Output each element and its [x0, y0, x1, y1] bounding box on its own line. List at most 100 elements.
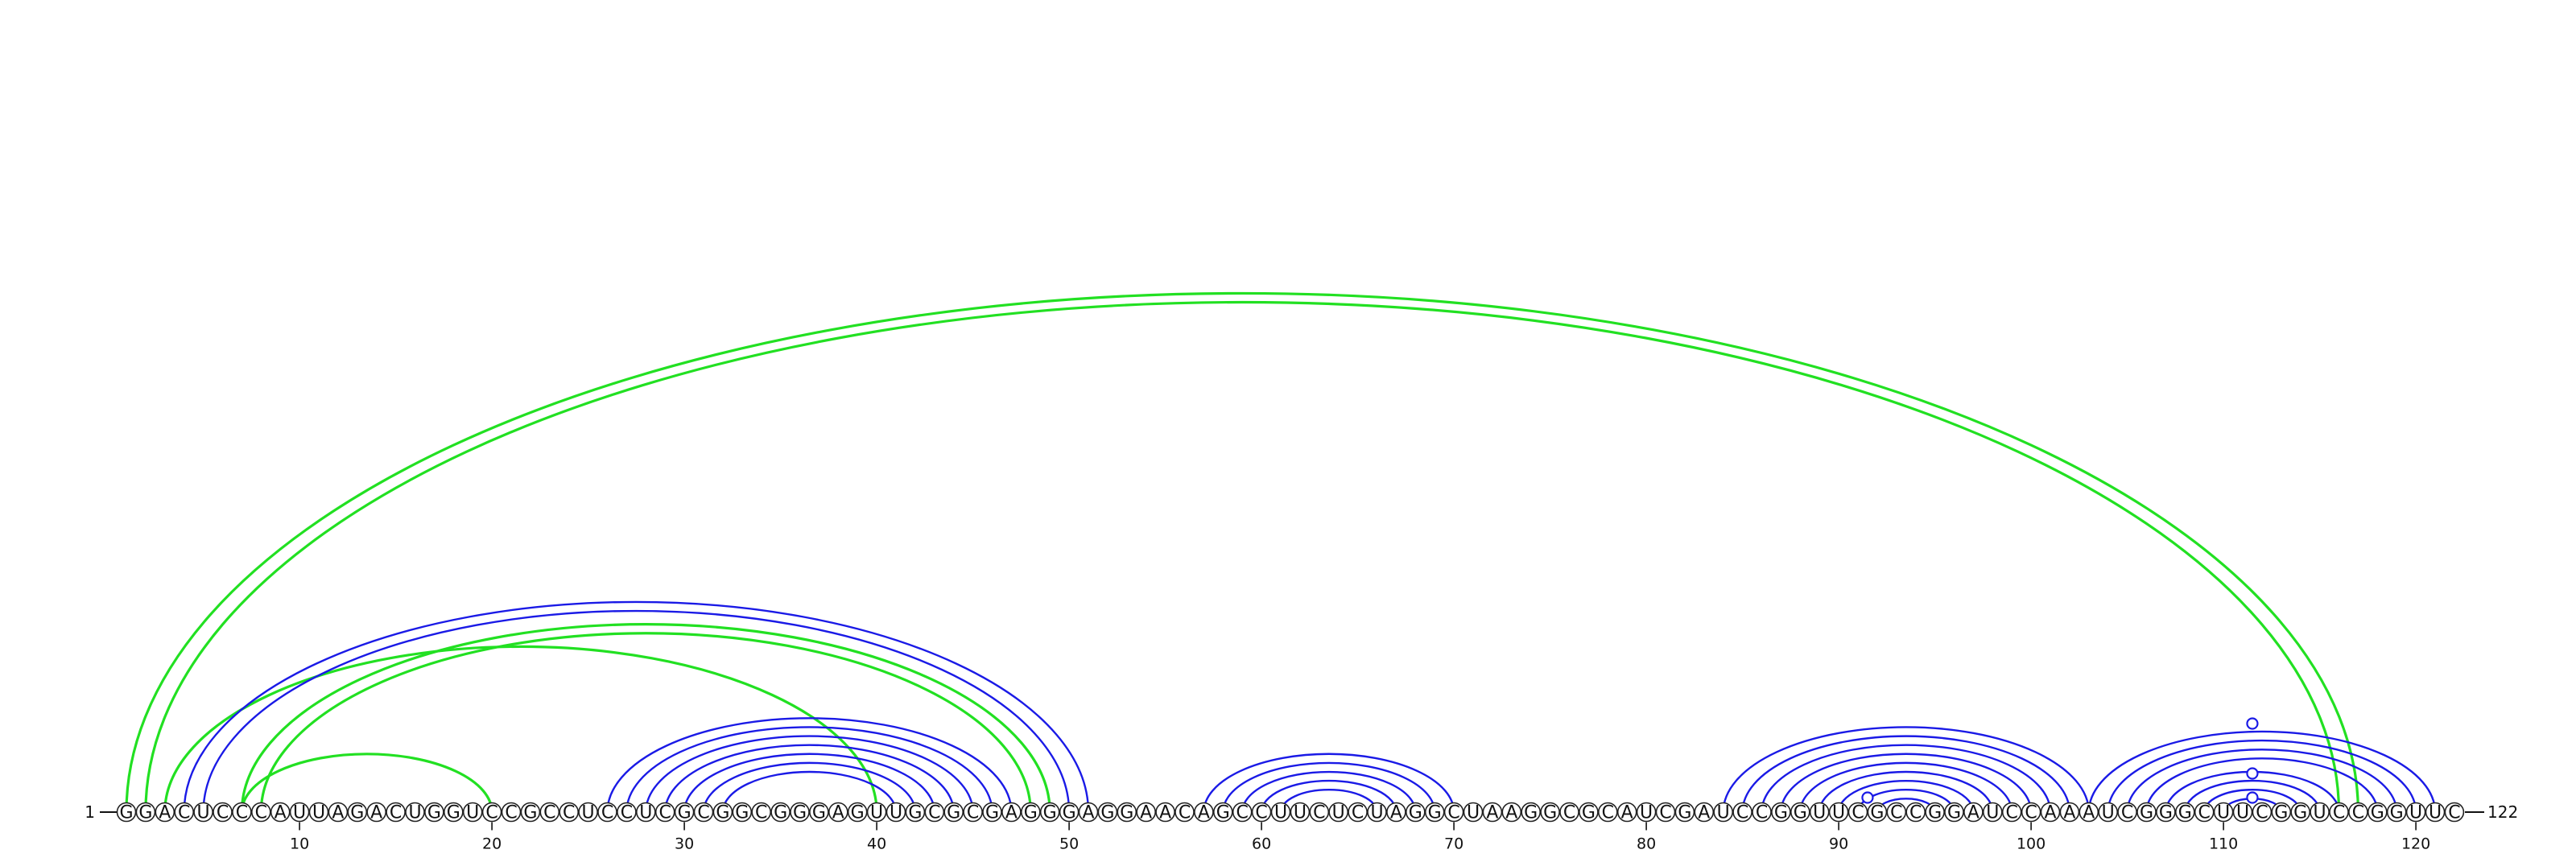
nucleotide-circle: [2310, 802, 2330, 823]
nucleotide-circle: [654, 802, 675, 823]
nucleotide-letter: G: [2140, 803, 2153, 823]
nucleotide-letter: G: [793, 803, 807, 823]
nucleotide-letter: C: [178, 803, 190, 823]
nucleotide: C: [1752, 802, 1772, 823]
nucleotide-circle: [905, 802, 926, 823]
nucleotide: C: [2117, 802, 2137, 823]
nucleotide-circle: [213, 802, 233, 823]
nucleotide-circle: [1117, 802, 1137, 823]
nucleotide-letter: A: [275, 803, 287, 823]
tick-label: 110: [2209, 835, 2238, 853]
nucleotide: A: [155, 802, 175, 823]
nucleotide-letter: U: [1832, 803, 1845, 823]
nucleotide-letter: G: [908, 803, 922, 823]
nucleotide: C: [1655, 802, 1676, 823]
nucleotide-circle: [1944, 802, 1964, 823]
nucleotide-circle: [2194, 802, 2215, 823]
nucleotide-circle: [424, 802, 444, 823]
nucleotide: G: [1790, 802, 1810, 823]
nucleotide: C: [597, 802, 617, 823]
nucleotide-letter: A: [1082, 803, 1094, 823]
nucleotide-letter: C: [2198, 803, 2211, 823]
end-index-label: 122: [2487, 802, 2518, 822]
nucleotide: U: [886, 802, 906, 823]
nucleotide: U: [2098, 802, 2118, 823]
nucleotide-letter: C: [621, 803, 633, 823]
nucleotide: U: [308, 802, 329, 823]
arc-blue-84-103: [1722, 726, 2090, 813]
nucleotide-circle: [1559, 802, 1579, 823]
nucleotide-circle: [1847, 802, 1868, 823]
nucleotide-letter: G: [1543, 803, 1557, 823]
nucleotide-letter: C: [1313, 803, 1325, 823]
nucleotide-letter: U: [408, 803, 421, 823]
nucleotide-letter: G: [1409, 803, 1422, 823]
nucleotide-letter: G: [1774, 803, 1788, 823]
nucleotide-letter: A: [2083, 803, 2095, 823]
nucleotide-circle: [232, 802, 252, 823]
nucleotide-letter: C: [1255, 803, 1267, 823]
nucleotide-circle: [1463, 802, 1484, 823]
nucleotide-circle: [193, 802, 213, 823]
nucleotide: G: [1021, 802, 1041, 823]
nucleotide-letter: C: [1756, 803, 1768, 823]
nucleotide-circle: [943, 802, 964, 823]
nucleotide-letter: C: [1179, 803, 1191, 823]
nucleotide-letter: G: [523, 803, 537, 823]
nucleotide: C: [2444, 802, 2465, 823]
nucleotide: A: [2040, 802, 2061, 823]
nucleotide: C: [1309, 802, 1330, 823]
nucleotide: G: [1039, 802, 1060, 823]
nucleotide-letter: G: [1947, 803, 1961, 823]
nucleotide-circle: [635, 802, 656, 823]
nucleotide-circle: [2252, 802, 2273, 823]
nucleotide: G: [2175, 802, 2195, 823]
nucleotide-letter: G: [119, 803, 133, 823]
nucleotide-letter: C: [928, 803, 940, 823]
nucleotide: U: [1828, 802, 1849, 823]
nucleotide: U: [2425, 802, 2446, 823]
nucleotide-letter: C: [390, 803, 402, 823]
nucleotide-circle: [2271, 802, 2292, 823]
nucleotide: A: [1001, 802, 1022, 823]
nucleotide: G: [116, 802, 137, 823]
nucleotide-letter: A: [370, 803, 382, 823]
arc-blue-91-96: [1856, 789, 1955, 813]
arc-green-7-20: [240, 753, 493, 813]
nucleotide-letter: C: [2121, 803, 2133, 823]
arc-green-8-48: [259, 632, 1032, 813]
nucleotide: A: [2059, 802, 2080, 823]
nucleotide-circle: [1674, 802, 1695, 823]
nucleotide-circle: [847, 802, 868, 823]
nucleotide-circle: [809, 802, 829, 823]
nucleotide-circle: [982, 802, 1002, 823]
nucleotide-letter: U: [2429, 803, 2442, 823]
nucleotide: G: [1521, 802, 1541, 823]
nucleotide: C: [1251, 802, 1272, 823]
nucleotide-letter: A: [1698, 803, 1710, 823]
nucleotide: G: [2290, 802, 2310, 823]
nucleotide: U: [1463, 802, 1484, 823]
nucleotide-circle: [135, 802, 156, 823]
nucleotide-letter: G: [2371, 803, 2384, 823]
nucleotide-letter: U: [197, 803, 210, 823]
nucleotide-circle: [2386, 802, 2407, 823]
nucleotide: G: [2368, 802, 2388, 823]
nucleotide-circle: [578, 802, 598, 823]
nucleotide-circle: [866, 802, 887, 823]
nucleotide: C: [501, 802, 522, 823]
nucleotide-letter: A: [1005, 803, 1018, 823]
nucleotide-letter: U: [870, 803, 883, 823]
nucleotide-letter: G: [735, 803, 749, 823]
nucleotide: G: [790, 802, 810, 823]
nucleotide: U: [2232, 802, 2253, 823]
nucleotide: C: [1598, 802, 1618, 823]
arc-marker: [1861, 791, 1874, 804]
nucleotide-letter: U: [2314, 803, 2326, 823]
nucleotide-circle: [1039, 802, 1060, 823]
nucleotide-letter: U: [1717, 803, 1730, 823]
nucleotide-letter: A: [2044, 803, 2056, 823]
arc-blue-106-118: [2145, 757, 2379, 813]
arc-green-3-40: [163, 645, 878, 813]
nucleotide-letter: G: [1043, 803, 1057, 823]
